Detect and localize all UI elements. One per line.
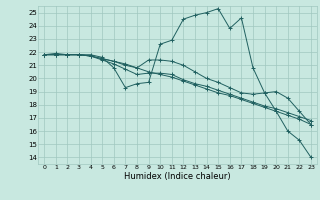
X-axis label: Humidex (Indice chaleur): Humidex (Indice chaleur) <box>124 172 231 181</box>
